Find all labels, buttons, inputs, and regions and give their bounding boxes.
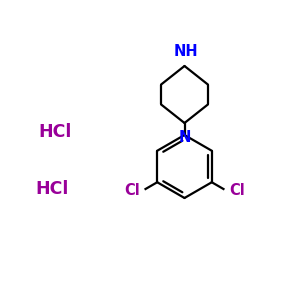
Text: HCl: HCl: [39, 123, 72, 141]
Text: Cl: Cl: [229, 183, 244, 198]
Text: NH: NH: [174, 44, 198, 59]
Text: Cl: Cl: [124, 183, 140, 198]
Text: HCl: HCl: [36, 180, 69, 198]
Text: N: N: [178, 130, 191, 145]
